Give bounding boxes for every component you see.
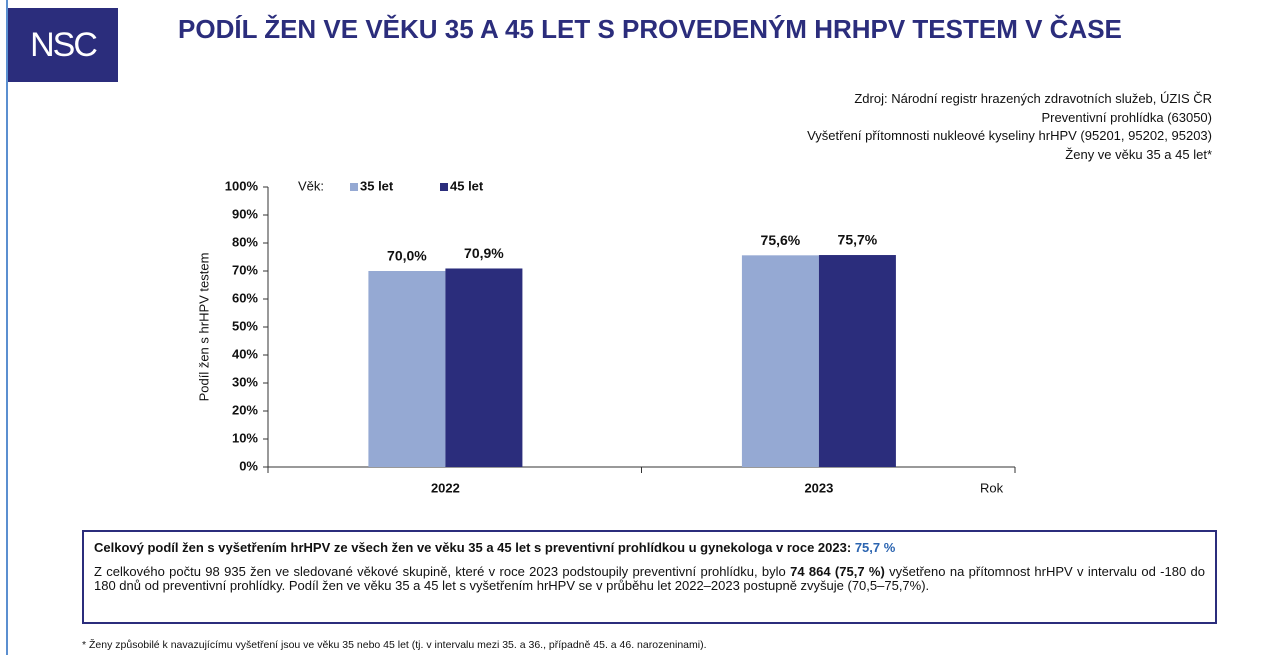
y-tick-label: 40% — [232, 346, 258, 361]
legend-swatch — [350, 183, 358, 191]
x-tick-label: 2023 — [804, 480, 833, 495]
y-tick-label: 0% — [239, 458, 258, 473]
legend-label: 45 let — [450, 178, 484, 193]
legend-label: 35 let — [360, 178, 394, 193]
bar — [741, 255, 819, 467]
bar — [818, 255, 896, 467]
y-axis-label: Podíl žen s hrHPV testem — [196, 253, 211, 402]
bar — [368, 271, 446, 467]
y-tick-label: 20% — [232, 402, 258, 417]
edge-line — [6, 0, 8, 655]
body-text: vyšetřeno na přítomnost hrHPV v interval… — [94, 564, 1205, 593]
x-tick-label: 2022 — [431, 480, 460, 495]
footnote: * Ženy způsobilé k navazujícímu vyšetřen… — [82, 639, 707, 651]
body-bold: 74 864 (75,7 %) — [790, 564, 885, 579]
y-tick-label: 70% — [232, 262, 258, 277]
source-line: Zdroj: Národní registr hrazených zdravot… — [854, 91, 1212, 106]
title: PODÍL ŽEN VE VĚKU 35 A 45 LET S PROVEDEN… — [178, 14, 1122, 44]
legend-title: Věk: — [298, 178, 324, 193]
y-tick-label: 30% — [232, 374, 258, 389]
y-tick-label: 50% — [232, 318, 258, 333]
source-line: Preventivní prohlídka (63050) — [1041, 109, 1212, 125]
value-label: 75,6% — [761, 232, 801, 248]
y-tick-label: 100% — [225, 178, 259, 193]
source-line: Ženy ve věku 35 a 45 let* — [1065, 146, 1212, 162]
summary-box: Celkový podíl žen s vyšetřením hrHPV ze … — [82, 530, 1217, 624]
body-text: Z celkového počtu 98 935 žen ve sledovan… — [94, 564, 791, 579]
value-label: 70,9% — [464, 245, 504, 261]
y-tick-label: 10% — [232, 430, 258, 445]
x-axis-label: Rok — [980, 480, 1004, 495]
summary-headline: Celkový podíl žen s vyšetřením hrHPV ze … — [94, 540, 1205, 555]
headline-value: 75,7 % — [854, 540, 896, 555]
y-tick-label: 60% — [232, 290, 258, 305]
chart: 0% 10% 20% 30% 40% 50% 60% 70% 80% 90% 100% Podíl ž… — [196, 178, 1016, 495]
headline-text: Celkový podíl žen s vyšetřením hrHPV ze … — [94, 540, 852, 555]
y-tick-label: 90% — [232, 206, 258, 221]
legend-swatch — [440, 183, 448, 191]
logo: NSC — [8, 8, 118, 82]
bar — [445, 268, 523, 467]
y-tick-label: 80% — [232, 234, 258, 249]
source: Zdroj: Národní registr hrazených zdravot… — [807, 90, 1212, 164]
source-line: Vyšetření přítomnosti nukleové kyseliny … — [807, 128, 1212, 143]
value-label: 70,0% — [387, 248, 427, 264]
summary-body: Z celkového počtu 98 935 žen ve sledovan… — [94, 565, 1205, 593]
value-label: 75,7% — [838, 232, 878, 248]
